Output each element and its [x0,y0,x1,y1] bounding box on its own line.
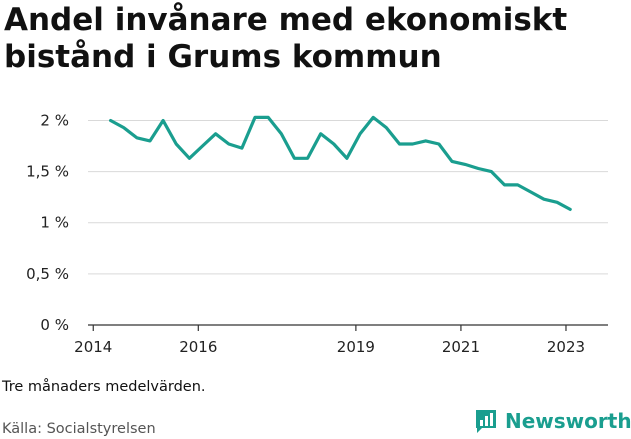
y-tick-label: 0 % [40,316,69,334]
chart-title: Andel invånare med ekonomiskt bistånd i … [4,2,568,75]
brand-logo: Newsworthy [474,408,631,434]
gridlines [88,119,608,275]
chart-note: Tre månaders medelvärden. [2,379,206,395]
brand-name: Newsworthy [505,409,631,433]
series-line [108,115,572,212]
x-tick-label: 2019 [337,338,375,356]
y-tick-label: 2 % [40,111,69,129]
y-tick-label: 0,5 % [26,265,69,283]
x-tick-label: 2023 [547,338,585,356]
x-tick-label: 2014 [74,338,112,356]
x-tick-label: 2016 [179,338,217,356]
source-text: Källa: Socialstyrelsen [2,421,156,437]
line-chart: 0 % 0,5 % 1 % 1,5 % 2 % 2014 2016 2019 2021 2023 [26,111,608,356]
series-group [108,115,572,212]
y-tick-label: 1 % [40,214,69,232]
y-tick-label: 1,5 % [26,163,69,181]
x-axis: 2014 2016 2019 2021 2023 [74,324,608,356]
x-tick-label: 2021 [442,338,480,356]
chart-bars-icon [476,410,496,433]
y-axis: 0 % 0,5 % 1 % 1,5 % 2 % [26,111,69,334]
